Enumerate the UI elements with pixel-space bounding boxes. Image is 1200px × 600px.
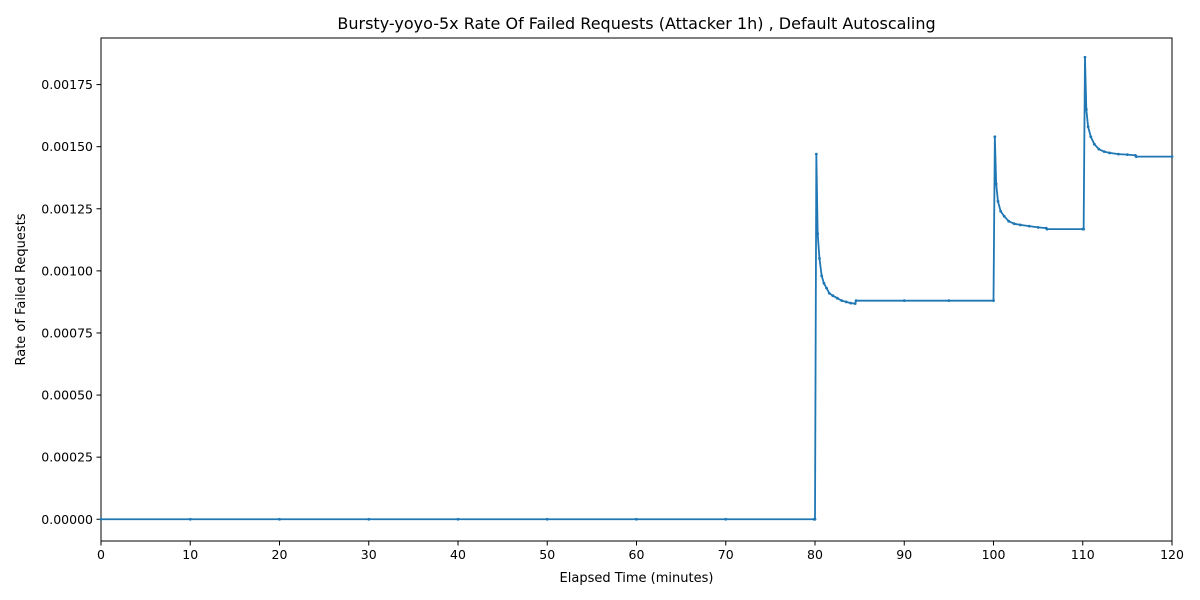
x-tick-label: 110 xyxy=(1071,547,1095,562)
data-point xyxy=(1108,151,1111,155)
data-point xyxy=(1084,108,1088,111)
x-tick-label: 90 xyxy=(896,547,912,562)
x-axis-ticks: 0 10 20 30 40 50 60 70 80 90 100 110 120 xyxy=(97,541,1184,562)
y-tick-label: 0.00025 xyxy=(41,450,93,465)
series-layer xyxy=(99,55,1174,521)
data-point xyxy=(825,286,829,290)
data-point xyxy=(831,294,835,298)
data-point xyxy=(1117,152,1120,156)
data-point xyxy=(1082,227,1086,231)
x-axis-label: Elapsed Time (minutes) xyxy=(560,571,714,586)
x-tick-label: 40 xyxy=(450,547,466,562)
x-tick-label: 80 xyxy=(807,547,823,562)
plot-area: 0.00000 0.00025 0.00050 0.00075 0.00100 0.001… xyxy=(41,37,1184,562)
data-point xyxy=(902,299,906,303)
data-point xyxy=(278,517,281,521)
x-tick-label: 120 xyxy=(1160,547,1184,562)
data-point xyxy=(816,232,820,236)
data-point xyxy=(1092,142,1096,146)
data-point xyxy=(853,302,857,306)
data-point xyxy=(947,299,951,303)
y-tick-label: 0.00125 xyxy=(41,201,93,216)
data-point xyxy=(992,299,995,303)
y-tick-label: 0.00050 xyxy=(41,388,93,403)
data-point xyxy=(545,517,549,521)
data-point xyxy=(835,296,839,300)
data-point xyxy=(1134,155,1138,159)
y-axis-label: Rate of Failed Requests xyxy=(14,213,29,365)
x-tick-label: 30 xyxy=(361,547,377,562)
data-point xyxy=(1089,135,1093,139)
y-tick-label: 0.00075 xyxy=(41,325,93,340)
data-point xyxy=(844,300,848,304)
data-point xyxy=(1027,224,1031,228)
data-point xyxy=(1097,147,1101,151)
data-point xyxy=(849,301,853,305)
data-point xyxy=(854,299,858,303)
plot-frame xyxy=(100,37,1173,542)
data-point xyxy=(724,517,728,521)
data-point xyxy=(827,291,831,295)
y-axis-ticks: 0.00000 0.00025 0.00050 0.00075 0.00100 0.001… xyxy=(41,77,101,527)
series-line xyxy=(101,56,1172,521)
y-tick-label: 0.00100 xyxy=(41,263,93,278)
data-point xyxy=(1045,227,1049,231)
data-point xyxy=(1012,222,1016,226)
data-point xyxy=(1036,226,1040,229)
data-point xyxy=(1086,125,1090,129)
x-tick-label: 70 xyxy=(718,547,734,562)
y-tick-label: 0.00000 xyxy=(41,512,93,527)
data-point xyxy=(456,517,460,521)
data-point xyxy=(367,517,371,521)
y-tick-label: 0.00150 xyxy=(41,139,93,154)
data-point xyxy=(813,517,817,521)
data-point xyxy=(1007,219,1011,223)
data-point xyxy=(1018,223,1022,227)
x-tick-label: 60 xyxy=(629,547,645,562)
data-point xyxy=(1170,155,1174,159)
data-point xyxy=(635,517,638,521)
data-point xyxy=(999,209,1003,213)
y-tick-label: 0.00175 xyxy=(41,77,93,92)
data-point xyxy=(994,182,998,186)
data-point xyxy=(1002,214,1006,218)
data-point xyxy=(996,199,1000,203)
data-point xyxy=(820,274,824,278)
x-tick-label: 20 xyxy=(272,547,288,562)
x-tick-label: 10 xyxy=(182,547,198,562)
data-point xyxy=(1083,55,1087,59)
data-point xyxy=(818,257,821,260)
data-point xyxy=(99,517,103,521)
data-point xyxy=(814,152,818,156)
chart-title: Bursty-yoyo-5x Rate Of Failed Requests (… xyxy=(337,14,935,33)
data-point xyxy=(840,299,844,303)
data-point xyxy=(1125,153,1129,157)
data-point xyxy=(188,517,192,521)
x-tick-label: 50 xyxy=(539,547,555,562)
data-point xyxy=(822,281,826,285)
x-tick-label: 100 xyxy=(982,547,1006,562)
x-tick-label: 0 xyxy=(97,547,105,562)
data-point xyxy=(993,135,997,139)
data-point xyxy=(1102,150,1106,154)
